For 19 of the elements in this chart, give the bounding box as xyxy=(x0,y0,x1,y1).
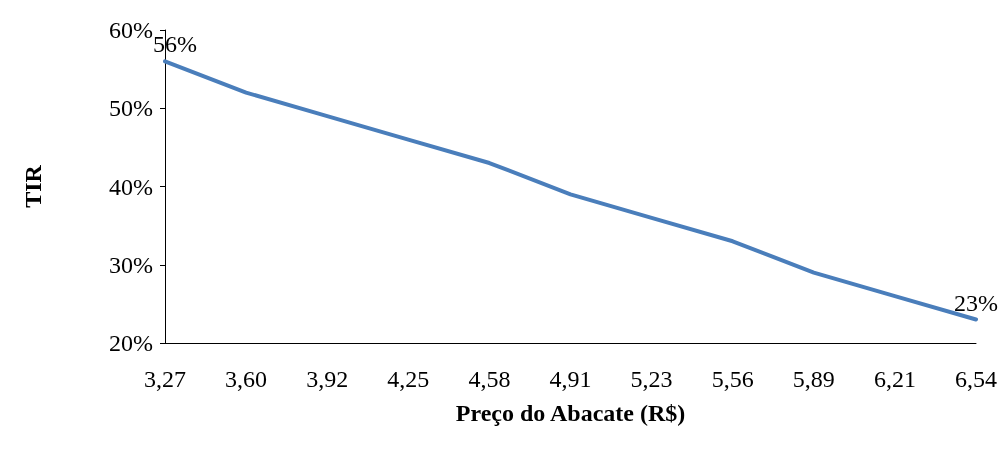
x-tick-label: 3,60 xyxy=(225,366,268,392)
x-tick-label: 5,56 xyxy=(711,366,754,392)
x-tick-label: 3,27 xyxy=(144,366,186,392)
x-tick-label: 5,89 xyxy=(792,366,835,392)
x-tick-label: 6,54 xyxy=(955,366,997,392)
y-axis-title: TIR xyxy=(20,164,46,208)
x-tick-label: 4,58 xyxy=(468,366,511,392)
x-axis-title: Preço do Abacate (R$) xyxy=(455,400,686,426)
y-tick-label: 50% xyxy=(109,95,153,122)
x-tick-label: 6,21 xyxy=(873,366,916,392)
data-label: 23% xyxy=(954,289,998,316)
x-tick-label: 4,25 xyxy=(387,366,430,392)
y-tick-label: 30% xyxy=(109,251,153,278)
x-tick-label: 4,91 xyxy=(549,366,592,392)
x-tick-label: 3,92 xyxy=(306,366,349,392)
x-tick-label: 5,23 xyxy=(630,366,673,392)
y-tick-label: 20% xyxy=(109,330,153,356)
y-tick-label: 40% xyxy=(109,173,153,200)
y-tick-label: 60% xyxy=(109,17,153,43)
